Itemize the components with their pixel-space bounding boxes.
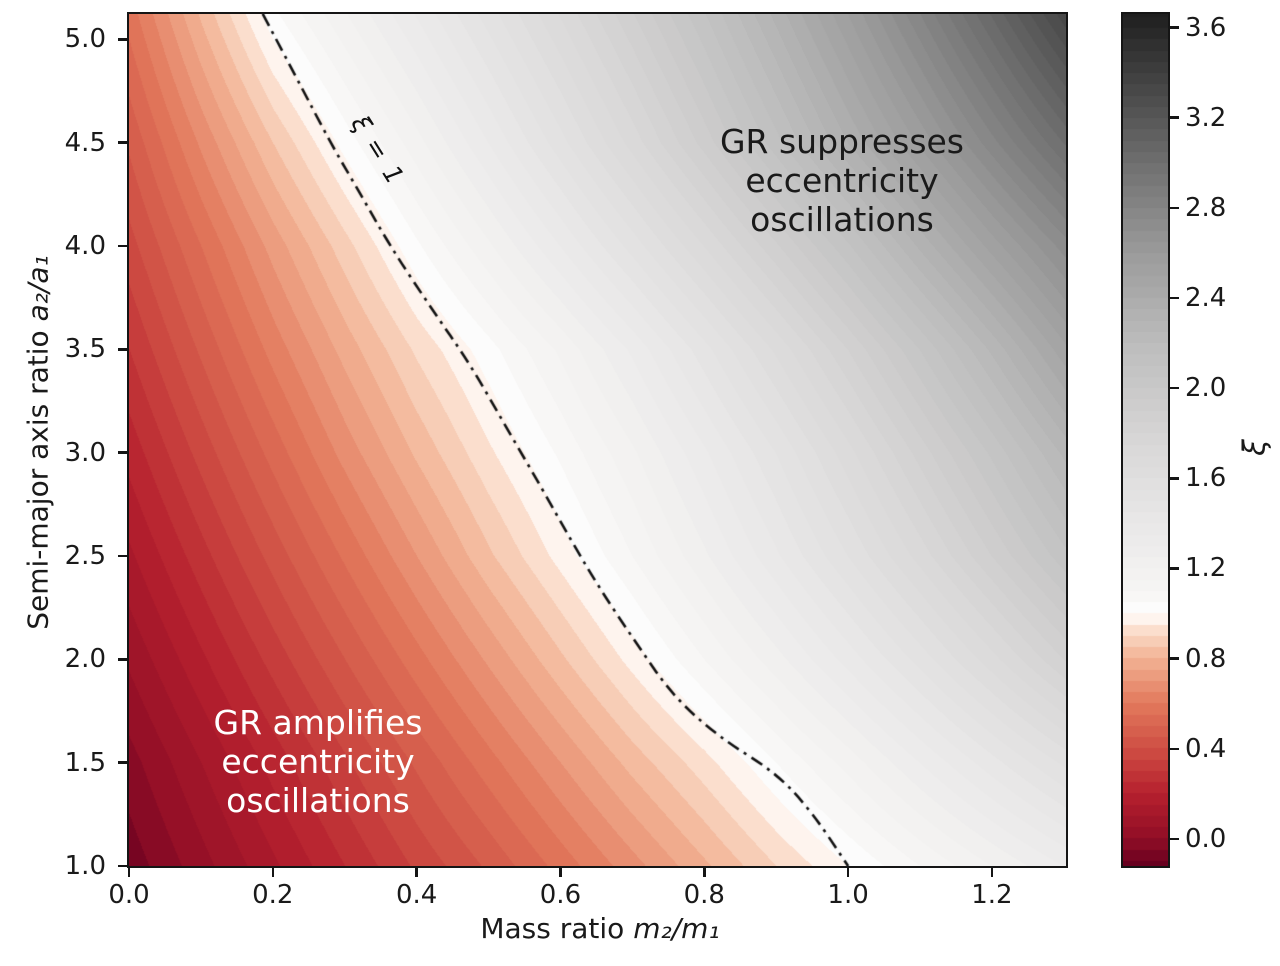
colorbar-tick-label: 0.0 <box>1185 823 1227 854</box>
colorbar-tick-label: 0.8 <box>1185 643 1227 674</box>
y-tick-mark <box>118 141 127 144</box>
annotation-line: oscillations <box>226 781 410 820</box>
x-tick-label: 0.4 <box>395 880 438 910</box>
colorbar-tick-label: 3.6 <box>1185 12 1227 43</box>
colorbar-tick-mark <box>1170 26 1179 29</box>
y-axis-label-math: a₂/a₁ <box>21 255 55 322</box>
x-tick-label: 0.2 <box>252 880 294 910</box>
x-tick-label: 1.2 <box>971 880 1013 910</box>
y-tick-mark <box>118 348 127 351</box>
annotation-gr-suppresses: GR suppresses eccentricity oscillations <box>652 122 1032 239</box>
colorbar-tick-label: 0.4 <box>1185 733 1227 764</box>
y-tick-mark <box>118 451 127 454</box>
y-tick-label: 4.5 <box>64 127 106 158</box>
annotation-line: oscillations <box>750 200 934 239</box>
annotation-line: eccentricity <box>745 161 939 200</box>
x-tick-mark <box>127 868 131 877</box>
x-tick-mark <box>703 868 706 877</box>
y-tick-label: 3.0 <box>64 437 106 468</box>
contour-plot-canvas <box>129 14 1066 866</box>
colorbar-tick-label: 1.6 <box>1185 463 1227 494</box>
x-tick-label: 0.8 <box>683 880 725 910</box>
annotation-gr-amplifies: GR amplifies eccentricity oscillations <box>128 703 508 820</box>
colorbar-label-xi: ξ <box>1237 439 1273 456</box>
x-axis-label-math: m₂/m₁ <box>633 912 720 945</box>
colorbar-tick-mark <box>1170 206 1179 210</box>
colorbar-tick-label: 1.2 <box>1185 553 1227 584</box>
annotation-line: GR amplifies <box>213 703 423 742</box>
y-tick-mark <box>118 244 127 248</box>
colorbar-canvas <box>1123 14 1168 866</box>
colorbar-tick-label: 3.2 <box>1185 102 1227 133</box>
y-tick-mark <box>118 761 127 764</box>
x-tick-mark <box>415 868 418 877</box>
colorbar-tick-mark <box>1170 747 1179 751</box>
x-tick-label: 1.0 <box>827 880 869 910</box>
y-tick-label: 5.0 <box>64 24 106 55</box>
x-tick-mark <box>559 868 562 877</box>
y-tick-mark <box>118 38 127 41</box>
colorbar-tick-mark <box>1170 567 1179 570</box>
y-tick-label: 4.0 <box>64 230 106 261</box>
colorbar-tick-mark <box>1170 477 1179 480</box>
y-axis-label-text: Semi-major axis ratio <box>21 321 55 630</box>
y-tick-mark <box>118 658 127 661</box>
colorbar-tick-mark <box>1170 116 1179 119</box>
x-axis-label: Mass ratio m₂/m₁ <box>280 912 920 945</box>
colorbar-tick-label: 2.0 <box>1185 373 1227 404</box>
colorbar-tick-mark <box>1170 296 1179 300</box>
annotation-line: eccentricity <box>221 742 415 781</box>
colorbar-tick-mark <box>1170 657 1179 660</box>
x-tick-label: 0.0 <box>108 880 150 910</box>
annotation-line: GR suppresses <box>719 122 965 161</box>
x-tick-label: 0.6 <box>539 880 582 910</box>
x-tick-mark <box>990 868 994 877</box>
x-tick-mark <box>846 868 850 877</box>
y-tick-mark <box>118 554 127 558</box>
colorbar-tick-mark <box>1170 386 1179 390</box>
y-tick-mark <box>118 864 127 868</box>
x-axis-label-text: Mass ratio <box>480 912 634 945</box>
colorbar-tick-label: 2.8 <box>1185 192 1227 223</box>
y-tick-label: 2.0 <box>64 644 106 675</box>
colorbar-tick-label: 2.4 <box>1185 283 1227 313</box>
x-tick-mark <box>271 868 275 877</box>
y-tick-label: 1.5 <box>64 747 106 778</box>
y-tick-label: 1.0 <box>64 851 106 881</box>
y-tick-label: 3.5 <box>64 334 106 365</box>
colorbar-tick-mark <box>1170 837 1179 841</box>
y-tick-label: 2.5 <box>64 540 106 571</box>
